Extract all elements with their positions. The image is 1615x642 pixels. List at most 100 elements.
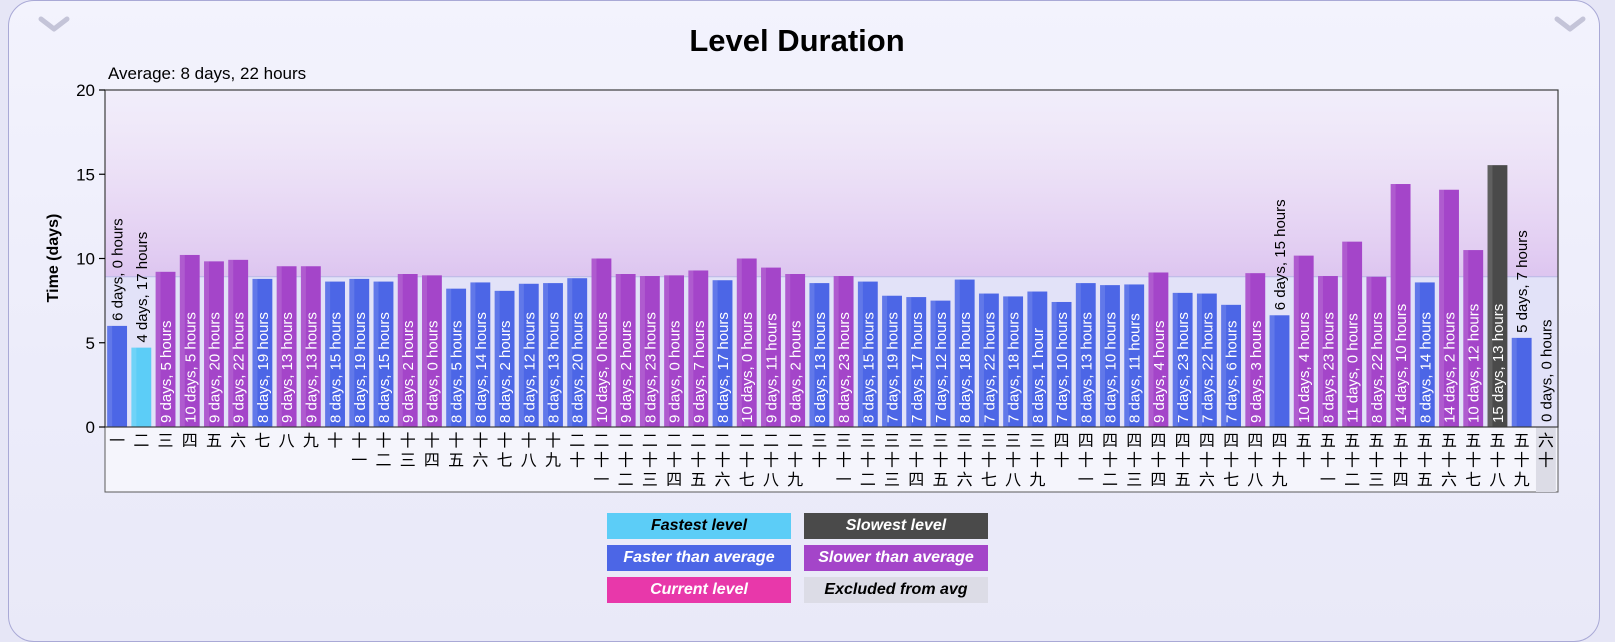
bar-十二: [373, 281, 394, 427]
svg-text:四: 四: [424, 451, 440, 470]
category-label: 三十: [811, 431, 827, 470]
chart-title: Level Duration: [689, 23, 904, 58]
category-label: 五十九: [1514, 431, 1530, 489]
category-label: 二十二: [618, 431, 634, 489]
svg-text:四: 四: [1150, 431, 1166, 450]
bar-四十三: [1124, 284, 1145, 427]
svg-text:五: 五: [1465, 431, 1481, 450]
bar-value-label: 4 days, 17 hours: [134, 232, 151, 343]
category-label: 三十四: [908, 431, 924, 489]
legend-label: Current level: [650, 581, 748, 598]
category-label: 五十一: [1320, 431, 1336, 489]
chevron-down-icon[interactable]: [1553, 15, 1587, 35]
svg-text:四: 四: [1393, 470, 1409, 489]
category-label: 五: [206, 431, 222, 450]
svg-text:一: 一: [109, 431, 125, 450]
bar-value-label: 10 days, 0 hours: [739, 312, 756, 423]
svg-text:八: 八: [763, 470, 779, 489]
bar-value-label: 8 days, 2 hours: [497, 320, 514, 423]
svg-text:五: 五: [1393, 431, 1409, 450]
bar-三十八: [1003, 296, 1024, 427]
legend-label: Slower than average: [818, 549, 974, 566]
svg-text:四: 四: [1126, 431, 1142, 450]
bar-三十九: [1027, 291, 1048, 427]
bar-五十五: [1414, 282, 1435, 427]
bar-二十一: [591, 258, 612, 427]
bar-三十七: [978, 293, 999, 427]
svg-text:三: 三: [836, 431, 852, 450]
svg-text:三: 三: [884, 470, 900, 489]
bar-value-label: 8 days, 15 hours: [328, 312, 345, 423]
svg-text:十: 十: [424, 431, 440, 450]
svg-text:八: 八: [521, 451, 537, 470]
svg-text:三: 三: [1029, 431, 1045, 450]
svg-text:十: 十: [448, 431, 464, 450]
bar-二十二: [615, 274, 636, 427]
svg-text:十: 十: [593, 451, 609, 470]
category-label: 四十六: [1199, 431, 1215, 489]
bar-value-label: 8 days, 22 hours: [1369, 312, 1386, 423]
svg-text:二: 二: [763, 431, 779, 450]
svg-text:十: 十: [1344, 451, 1360, 470]
y-tick-label: 10: [76, 250, 95, 269]
svg-text:五: 五: [1175, 470, 1191, 489]
svg-text:七: 七: [739, 470, 755, 489]
svg-text:一: 一: [1320, 470, 1336, 489]
bar-五十一: [1318, 276, 1338, 427]
bar-value-label: 10 days, 5 hours: [182, 312, 199, 423]
bar-value-label: 9 days, 0 hours: [667, 320, 684, 423]
category-label: 十八: [521, 431, 537, 470]
svg-text:四: 四: [908, 470, 924, 489]
svg-text:二: 二: [739, 431, 755, 450]
svg-text:十: 十: [1078, 451, 1094, 470]
chevron-down-icon[interactable]: [37, 15, 71, 35]
category-label: 二十一: [593, 431, 609, 489]
category-label: 四十二: [1102, 431, 1118, 489]
bar-四十七: [1221, 304, 1242, 427]
svg-text:六: 六: [472, 451, 488, 470]
svg-text:十: 十: [618, 451, 634, 470]
bar-value-label: 9 days, 13 hours: [279, 312, 296, 423]
bar-七: [252, 278, 273, 427]
svg-text:十: 十: [836, 451, 852, 470]
svg-text:九: 九: [1514, 470, 1530, 489]
bar-value-label: 9 days, 20 hours: [206, 312, 223, 423]
bar-value-label: 7 days, 22 hours: [981, 312, 998, 423]
category-label: 十二: [375, 431, 391, 470]
category-label: 三十五: [932, 431, 948, 489]
svg-text:四: 四: [1102, 431, 1118, 450]
category-label: 十五: [448, 431, 464, 470]
category-label: 四十四: [1150, 431, 1166, 489]
svg-text:二: 二: [618, 431, 634, 450]
svg-text:五: 五: [1344, 431, 1360, 450]
legend-label: Excluded from avg: [824, 581, 968, 598]
bar-二十四: [664, 275, 685, 427]
bar-四十: [1051, 301, 1072, 427]
legend-item-excluded: Excluded from avg: [804, 577, 988, 603]
legend-item-current: Current level: [607, 577, 791, 603]
y-axis-label: Time (days): [45, 214, 62, 303]
svg-text:十: 十: [1175, 451, 1191, 470]
svg-text:四: 四: [1247, 431, 1263, 450]
svg-text:一: 一: [1078, 470, 1094, 489]
legend-label: Faster than average: [623, 549, 775, 566]
svg-text:二: 二: [569, 431, 585, 450]
bar-三十四: [906, 297, 927, 427]
svg-text:二: 二: [1344, 470, 1360, 489]
bar-四十八: [1245, 273, 1266, 427]
svg-text:十: 十: [787, 451, 803, 470]
bar-五十二: [1342, 241, 1363, 427]
category-label: 七: [254, 431, 270, 450]
svg-text:七: 七: [1223, 470, 1239, 489]
bar-value-label: 6 days, 15 hours: [1272, 199, 1289, 310]
bar-value-label: 9 days, 2 hours: [618, 320, 635, 423]
svg-text:十: 十: [1272, 451, 1288, 470]
svg-text:八: 八: [1489, 470, 1505, 489]
svg-text:四: 四: [1175, 431, 1191, 450]
svg-text:十: 十: [763, 451, 779, 470]
bar-二十五: [688, 270, 709, 427]
bar-八: [276, 266, 297, 427]
svg-text:十: 十: [690, 451, 706, 470]
svg-text:三: 三: [981, 431, 997, 450]
bar-三十: [809, 283, 830, 427]
